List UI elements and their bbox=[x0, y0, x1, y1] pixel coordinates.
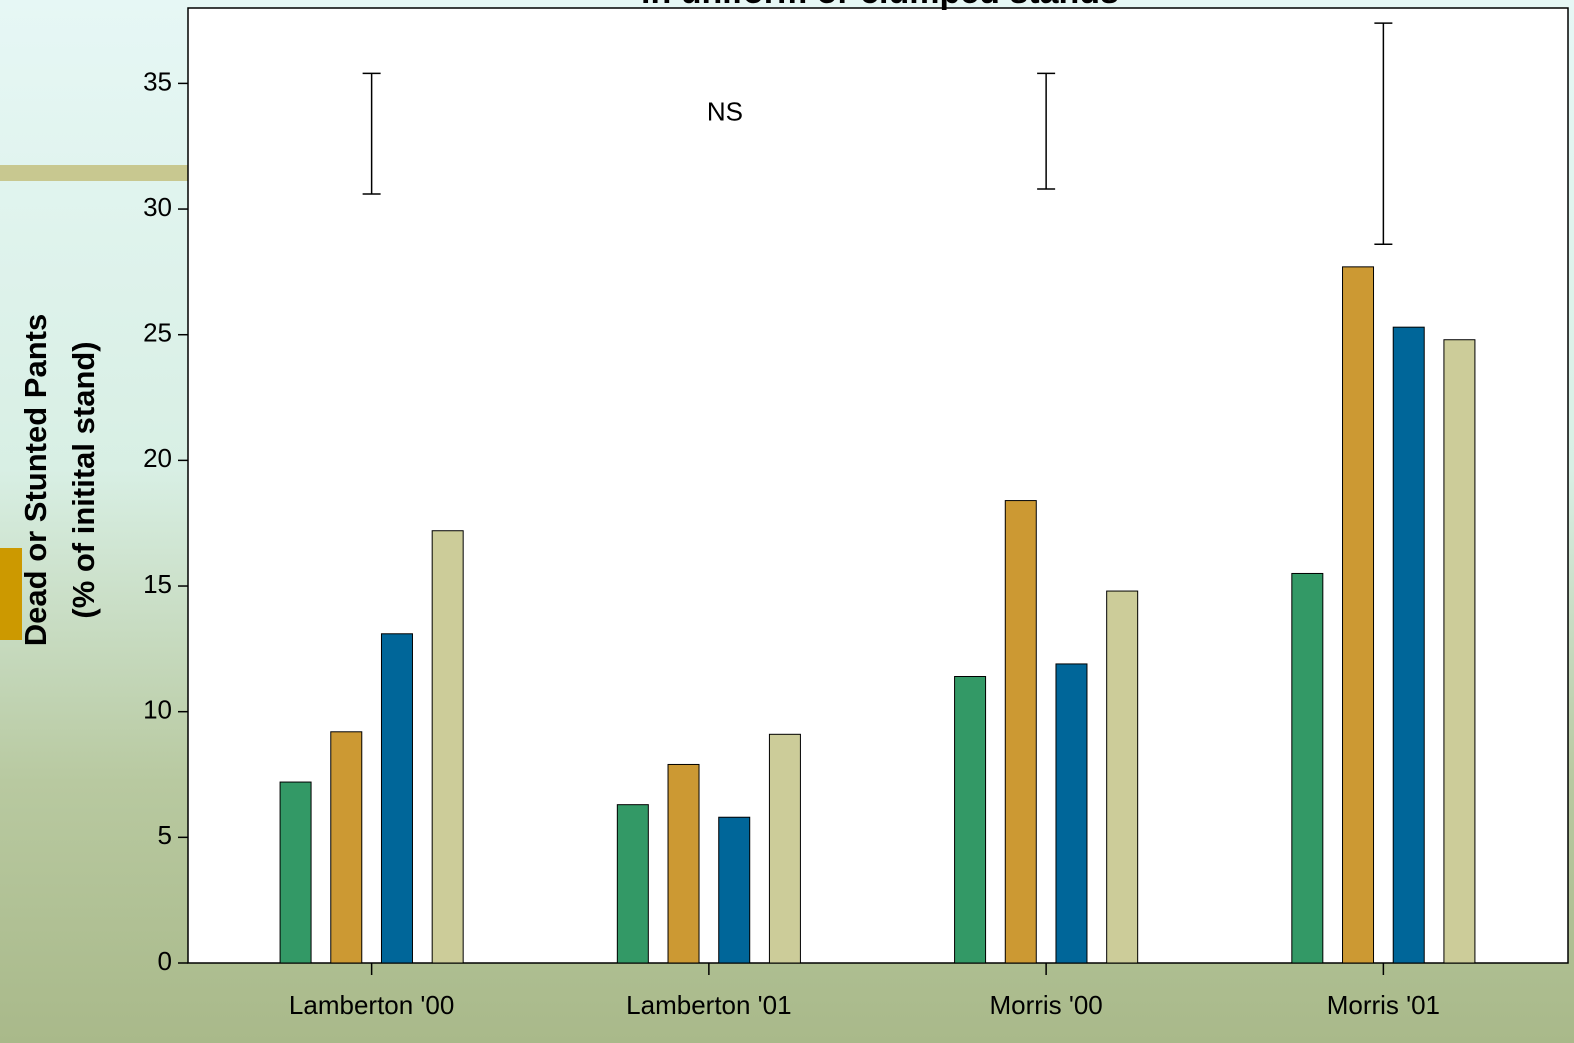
y-axis-label: (% of initital stand) bbox=[66, 341, 101, 618]
y-axis-label: Dead or Stunted Pants bbox=[18, 314, 53, 646]
bar bbox=[1107, 591, 1138, 963]
bar bbox=[1393, 327, 1424, 963]
bar bbox=[381, 634, 412, 963]
bar bbox=[432, 531, 463, 963]
bar bbox=[955, 677, 986, 964]
chart: in uniform or clumped stands Dead or Stu… bbox=[0, 0, 1574, 1043]
y-tick-label: 20 bbox=[143, 443, 172, 473]
bar bbox=[1343, 267, 1374, 963]
bar bbox=[1056, 664, 1087, 963]
bar bbox=[331, 732, 362, 963]
bar bbox=[617, 805, 648, 963]
y-tick-label: 5 bbox=[158, 820, 172, 850]
y-tick-label: 25 bbox=[143, 318, 172, 348]
bar bbox=[1005, 501, 1036, 963]
x-tick-label: Lamberton '00 bbox=[289, 990, 454, 1020]
y-tick-label: 30 bbox=[143, 192, 172, 222]
bar bbox=[280, 782, 311, 963]
bar bbox=[1292, 573, 1323, 963]
y-tick-label: 15 bbox=[143, 569, 172, 599]
bar bbox=[668, 764, 699, 963]
x-tick-label: Lamberton '01 bbox=[626, 990, 791, 1020]
decor-band bbox=[0, 165, 200, 181]
y-tick-label: 10 bbox=[143, 695, 172, 725]
bar bbox=[769, 734, 800, 963]
chart-title: in uniform or clumped stands bbox=[641, 0, 1119, 11]
bar bbox=[719, 817, 750, 963]
x-tick-label: Morris '01 bbox=[1327, 990, 1440, 1020]
x-tick-label: Morris '00 bbox=[989, 990, 1102, 1020]
y-tick-label: 0 bbox=[158, 946, 172, 976]
y-tick-label: 35 bbox=[143, 66, 172, 96]
bar bbox=[1444, 340, 1475, 963]
annotation: NS bbox=[707, 96, 743, 126]
